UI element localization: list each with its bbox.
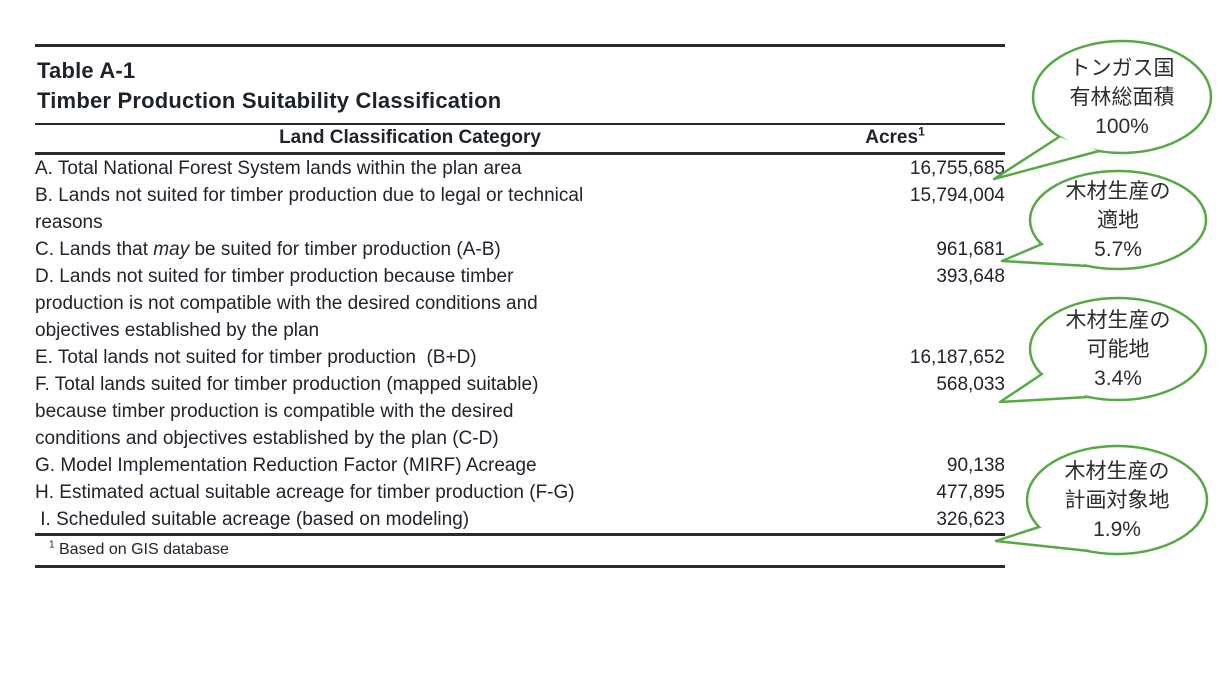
row-label: D. Lands not suited for timber productio… xyxy=(35,266,538,341)
table-a1: Table A-1 Timber Production Suitability … xyxy=(35,44,1005,568)
callout-planned-land: 木材生産の 計画対象地 1.9% xyxy=(1027,455,1207,545)
row-acres: 90,138 xyxy=(946,455,1005,476)
callout-percentage: 3.4% xyxy=(1094,366,1142,390)
column-header-category: Land Classification Category xyxy=(35,123,785,155)
table-row-a: A. Total National Forest System lands wi… xyxy=(35,154,1005,183)
row-label: B. Lands not suited for timber productio… xyxy=(35,185,584,233)
table-row-b: B. Lands not suited for timber productio… xyxy=(35,182,1005,236)
row-label-post: be suited for timber production (A-B) xyxy=(189,239,501,260)
row-label: I. Scheduled suitable acreage (based on … xyxy=(35,509,470,530)
column-header-acres: Acres1 xyxy=(785,123,1005,155)
row-acres: 568,033 xyxy=(936,374,1005,395)
callout-line: 計画対象地 xyxy=(1064,488,1170,512)
callout-line: 可能地 xyxy=(1086,337,1150,361)
row-label: G. Model Implementation Reduction Factor… xyxy=(35,455,537,476)
callout-line: トンガス国 xyxy=(1069,56,1175,80)
header-row: Land Classification Category Acres1 xyxy=(35,123,1005,155)
table-title: Table A-1 Timber Production Suitability … xyxy=(35,47,1005,123)
table-title-line1: Table A-1 xyxy=(37,58,136,83)
callout-percentage: 100% xyxy=(1095,114,1149,138)
footnote-superscript: 1 xyxy=(49,539,55,551)
callout-possible-land: 木材生産の 可能地 3.4% xyxy=(1030,304,1206,394)
callout-line: 木材生産の xyxy=(1064,459,1170,483)
row-label: A. Total National Forest System lands wi… xyxy=(35,158,522,179)
callout-line: 適地 xyxy=(1097,208,1139,232)
acres-footnote-marker: 1 xyxy=(918,124,925,139)
table-row-c: C. Lands that may be suited for timber p… xyxy=(35,236,1005,263)
callout-total-area: トンガス国 有林総面積 100% xyxy=(1033,52,1211,142)
callout-line: 有林総面積 xyxy=(1069,85,1175,109)
callout-line: 木材生産の xyxy=(1065,308,1171,332)
row-label-italic: may xyxy=(153,239,190,260)
row-acres: 477,895 xyxy=(936,482,1005,503)
table-row-f: F. Total lands suited for timber product… xyxy=(35,371,1005,452)
table-row-h: H. Estimated actual suitable acreage for… xyxy=(35,479,1005,506)
table-row-i: I. Scheduled suitable acreage (based on … xyxy=(35,506,1005,535)
footnote-text: Based on GIS database xyxy=(54,541,229,558)
table-body: A. Total National Forest System lands wi… xyxy=(35,154,1005,535)
row-acres: 961,681 xyxy=(936,239,1005,260)
suitability-table: Land Classification Category Acres1 A. T… xyxy=(35,123,1005,536)
callout-percentage: 5.7% xyxy=(1094,237,1142,261)
table-row-g: G. Model Implementation Reduction Factor… xyxy=(35,452,1005,479)
table-row-e: E. Total lands not suited for timber pro… xyxy=(35,344,1005,371)
row-acres: 393,648 xyxy=(936,266,1005,287)
row-acres: 16,187,652 xyxy=(909,347,1005,368)
callout-suitable-land: 木材生産の 適地 5.7% xyxy=(1030,175,1206,265)
row-acres: 326,623 xyxy=(936,509,1005,530)
row-acres: 16,755,685 xyxy=(909,158,1005,179)
table-title-line2: Timber Production Suitability Classifica… xyxy=(37,88,502,113)
table-footnote: 1 Based on GIS database xyxy=(35,536,1005,568)
row-label: C. Lands that may be suited for timber p… xyxy=(35,236,785,263)
row-label: F. Total lands suited for timber product… xyxy=(35,374,539,449)
callout-tail-1 xyxy=(992,135,1101,181)
row-label: H. Estimated actual suitable acreage for… xyxy=(35,482,575,503)
callout-percentage: 1.9% xyxy=(1093,517,1141,541)
acres-label: Acres xyxy=(865,127,919,148)
row-label: E. Total lands not suited for timber pro… xyxy=(35,347,477,368)
callout-line: 木材生産の xyxy=(1065,179,1171,203)
row-label-pre: C. Lands that xyxy=(35,239,154,260)
table-header: Land Classification Category Acres1 xyxy=(35,123,1005,155)
row-acres: 15,794,004 xyxy=(909,185,1005,206)
table-row-d: D. Lands not suited for timber productio… xyxy=(35,263,1005,344)
